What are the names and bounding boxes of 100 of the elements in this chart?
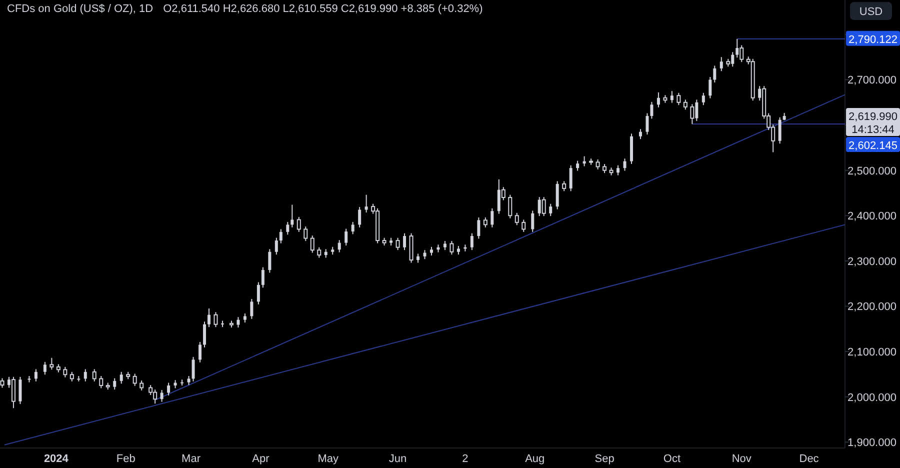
candlestick [0,378,4,388]
candlestick [623,158,626,172]
y-tick-label: 2,200.000 [848,301,896,314]
candlestick [113,378,116,390]
candlestick [702,92,705,106]
y-tick-label: 2,300.000 [848,256,896,268]
candlestick [490,208,494,228]
candlestick [50,357,54,370]
x-tick-label: Mar [182,453,201,465]
candlestick [514,212,519,226]
x-tick-label: Oct [663,453,681,465]
x-tick-label: Dec [799,453,820,465]
candlestick [549,203,552,217]
candlestick [569,164,572,192]
candlestick [268,248,272,274]
candlestick [423,250,426,260]
candlestick [120,371,123,384]
candlestick [483,216,488,228]
x-tick-label: May [318,453,339,465]
candlestick [596,158,600,170]
text: 2,602.145 [848,140,898,152]
candlestick [304,226,308,242]
candlestick [477,216,480,240]
candlestick [542,196,546,217]
candlestick [167,382,170,396]
candlestick [274,237,278,256]
candlestick [616,164,620,176]
candlestick [646,112,649,136]
y-tick-label: 2,000.000 [848,392,896,404]
candlestick [286,221,290,236]
candlestick [214,312,218,328]
x-tick-label: Sep [594,453,614,465]
candlestick [256,282,260,305]
candlestick [690,104,694,125]
candlestick [708,76,712,99]
candlestick [261,266,264,288]
candlestick [11,376,16,409]
candlestick [290,204,294,228]
x-tick-label: Feb [116,453,136,465]
candlestick [602,163,607,174]
candlestick [683,99,688,110]
candlestick [670,90,674,104]
chart-subtitle: O2,611.540 H2,626.680 L2,610.559 C2,619.990 +8.385 (+0.32%) [163,3,483,15]
candlestick [140,380,144,391]
candlestick [296,216,301,232]
candlestick [522,219,526,232]
candlestick [84,368,87,382]
text: 14:13:44 [852,124,894,136]
candlestick [443,240,446,251]
candlestick [148,384,153,396]
x-tick-label: 2 [462,453,468,465]
x-tick-label: Jun [388,453,407,465]
candlestick [470,232,474,251]
text: 2,790.122 [848,34,898,46]
candlestick [43,361,46,376]
candlestick [18,376,22,405]
candlestick [338,240,341,253]
candlestick [720,56,723,72]
y-tick-label: 2,400.000 [848,210,896,223]
candlestick [650,101,654,120]
candlestick [358,206,362,228]
y-tick-label: 2,100.000 [848,346,896,359]
candlestick [740,44,744,63]
candlestick [344,228,348,246]
candlestick [279,228,282,244]
text: 2,619.990 [848,110,898,123]
candlestick [317,246,322,258]
candlestick [198,342,202,363]
candlestick [160,390,164,402]
candlestick [556,180,559,210]
x-tick-label: 2024 [44,453,70,465]
candlestick [416,253,420,264]
candlestick [236,316,240,328]
candlestick [310,235,314,254]
candlestick [778,116,782,144]
candlestick [508,194,512,219]
candlestick [203,321,206,348]
candlestick [187,375,190,386]
y-tick-label: 2,700.000 [848,74,896,87]
candlestick [70,371,74,382]
text: USD [859,6,883,18]
y-tick-label: 1,900.000 [848,437,896,450]
candlestick [576,160,580,172]
candlestick [250,298,254,320]
chart-title: CFDs on Gold (US$ / OZ), 1D [7,3,154,15]
candlestick [63,366,68,378]
candlestick [396,237,400,251]
candlestick [364,194,368,213]
candlestick [351,221,354,235]
candlestick [676,92,681,106]
y-tick-label: 2,500.000 [848,165,896,178]
candlestick [656,92,660,108]
candlestick [450,240,454,256]
candlestick [562,180,566,192]
candlestick [403,232,406,251]
candlestick [243,312,246,324]
candlestick [638,128,642,140]
candlestick [208,308,211,328]
x-tick-label: Aug [525,453,545,465]
candlestick [713,65,716,83]
